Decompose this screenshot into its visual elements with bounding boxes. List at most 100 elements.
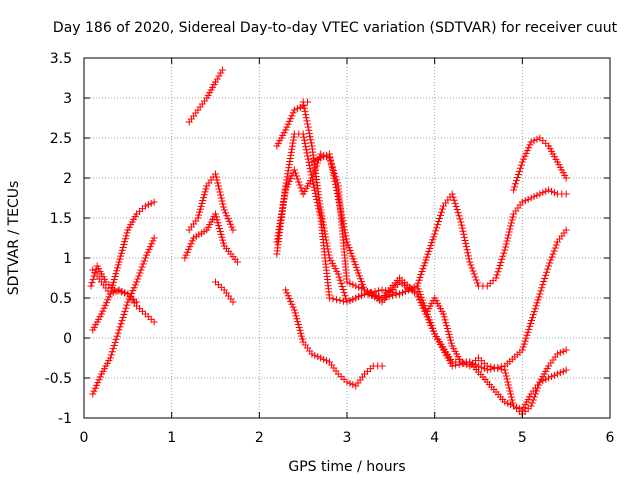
data-point	[378, 362, 386, 370]
data-point	[455, 212, 463, 220]
data-point	[342, 295, 350, 303]
data-point	[533, 191, 541, 199]
data-point	[301, 139, 309, 147]
data-point	[308, 174, 316, 182]
data-point	[340, 223, 348, 231]
data-point	[536, 290, 544, 298]
data-point	[283, 176, 291, 184]
data-point	[145, 245, 153, 253]
data-point	[562, 346, 570, 354]
data-point	[196, 205, 204, 213]
data-point	[220, 206, 228, 214]
data-point	[537, 287, 545, 295]
data-point	[212, 78, 219, 86]
data-point	[531, 305, 539, 313]
data-point	[321, 230, 329, 238]
data-point	[320, 355, 328, 363]
y-tick-label: 0	[63, 331, 72, 347]
data-point	[300, 133, 308, 141]
data-point	[311, 186, 319, 194]
data-point	[516, 164, 524, 172]
data-point	[500, 249, 508, 257]
data-point	[194, 214, 202, 222]
data-point	[311, 157, 319, 165]
data-point	[346, 297, 354, 305]
data-point	[542, 271, 550, 279]
data-point	[333, 186, 341, 194]
data-point	[287, 115, 295, 123]
data-point	[314, 155, 322, 163]
data-point	[437, 208, 445, 216]
data-point	[525, 325, 533, 333]
data-point	[550, 371, 558, 379]
data-point	[302, 114, 310, 122]
data-point	[450, 196, 458, 204]
data-point	[527, 138, 535, 146]
data-point	[227, 220, 235, 228]
data-point	[287, 297, 295, 305]
data-point	[310, 183, 318, 191]
data-point	[106, 290, 114, 298]
data-point	[447, 339, 455, 347]
data-point	[538, 284, 546, 292]
data-point	[284, 120, 292, 128]
data-point	[332, 180, 340, 188]
data-point	[107, 351, 115, 359]
data-point	[352, 294, 360, 302]
data-point	[222, 209, 230, 217]
data-point	[90, 272, 98, 280]
data-point	[544, 265, 552, 273]
data-point	[91, 269, 99, 277]
data-point	[140, 257, 148, 265]
data-point	[562, 190, 570, 198]
data-point	[98, 310, 106, 318]
grid-lines	[84, 58, 610, 418]
data-point	[499, 252, 507, 260]
data-point	[112, 287, 120, 295]
data-point	[511, 183, 519, 191]
data-point	[501, 366, 509, 374]
data-point	[414, 293, 422, 301]
data-point	[548, 253, 556, 261]
data-point	[550, 247, 558, 255]
data-point	[487, 363, 495, 371]
data-point	[309, 177, 317, 185]
data-point	[461, 236, 469, 244]
data-point	[509, 399, 517, 407]
data-point	[454, 209, 462, 217]
data-point	[305, 129, 313, 137]
data-point	[519, 343, 527, 351]
data-point	[212, 173, 220, 181]
data-point	[438, 205, 446, 213]
data-point	[416, 273, 424, 281]
data-point	[532, 302, 540, 310]
data-point	[117, 320, 125, 328]
data-point	[185, 245, 193, 253]
data-point	[437, 211, 445, 219]
data-point	[529, 311, 537, 319]
data-point	[502, 369, 510, 377]
data-point	[432, 227, 440, 235]
data-point	[336, 276, 344, 284]
data-point	[349, 281, 357, 289]
data-point	[332, 296, 340, 304]
data-point	[229, 226, 237, 234]
data-point	[343, 378, 351, 386]
y-tick-label: 2.5	[50, 131, 72, 147]
data-point	[329, 295, 337, 303]
data-point	[528, 314, 536, 322]
data-point	[371, 288, 379, 296]
data-point	[233, 258, 241, 266]
data-point	[501, 398, 509, 406]
data-point	[396, 290, 404, 298]
data-point	[529, 396, 537, 404]
data-point	[337, 279, 345, 287]
data-point	[186, 243, 194, 251]
data-point	[419, 265, 427, 273]
data-point	[289, 139, 297, 147]
data-point	[183, 248, 191, 256]
data-point	[459, 227, 467, 235]
data-point	[458, 221, 466, 229]
data-point	[283, 123, 291, 131]
data-point	[327, 156, 335, 164]
